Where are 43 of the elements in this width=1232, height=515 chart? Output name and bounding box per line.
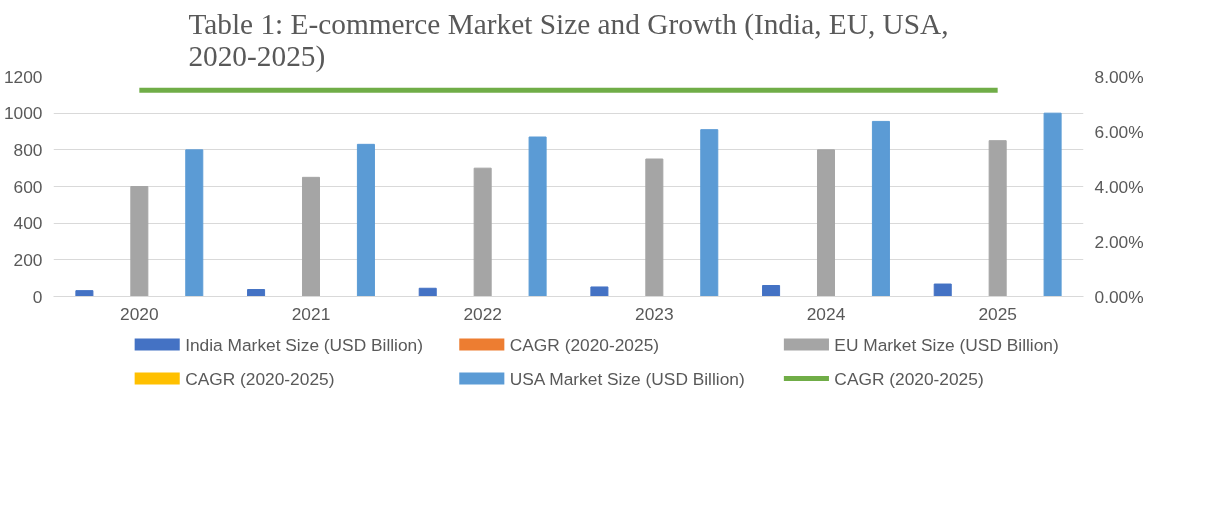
bar: [988, 140, 1007, 297]
bar: [700, 129, 719, 297]
y-tick-label: 1200: [3, 66, 43, 87]
bar: [645, 158, 664, 297]
y2-tick-label: 0.00%: [1094, 286, 1144, 307]
bar: [301, 176, 321, 297]
y2-tick-label: 6.00%: [1094, 121, 1144, 142]
x-tick-label: 2020: [120, 303, 159, 324]
legend-label: CAGR (2020-2025): [509, 334, 660, 355]
bar: [871, 120, 890, 297]
legend-label: India Market Size (USD Billion): [185, 334, 424, 355]
bar: [933, 283, 952, 297]
x-tick-label: 2021: [291, 303, 331, 324]
y-tick-label: 0: [32, 286, 43, 307]
x-tick-label: 2024: [806, 303, 846, 324]
legend-label: EU Market Size (USD Billion): [834, 334, 1059, 355]
y2-tick-label: 8.00%: [1094, 66, 1144, 87]
y-tick-label: 600: [13, 176, 43, 197]
y-tick-label: 200: [13, 249, 43, 270]
bar: [247, 289, 266, 297]
bar: [590, 286, 609, 297]
bar: [473, 167, 492, 297]
bar: [1043, 112, 1062, 297]
y-tick-label: 1000: [3, 103, 43, 124]
bar: [130, 186, 149, 297]
bar: [816, 149, 836, 297]
y2-tick-label: 2.00%: [1094, 231, 1144, 252]
y-tick-label: 800: [13, 139, 43, 160]
bar: [75, 290, 94, 297]
bar: [356, 143, 375, 297]
legend-label: CAGR (2020-2025): [185, 368, 335, 389]
y-tick-label: 400: [13, 213, 43, 234]
bar: [528, 136, 547, 297]
bar: [762, 285, 781, 297]
y2-tick-label: 4.00%: [1094, 176, 1144, 197]
x-tick-label: 2023: [635, 303, 674, 324]
x-tick-label: 2025: [978, 303, 1017, 324]
chart-title: Table 1: E-commerce Market Size and Growth (India, EU, USA, 2020-2025): [188, 7, 949, 73]
legend-label: USA Market Size (USD Billion): [509, 368, 745, 389]
bar: [185, 149, 204, 297]
legend-label: CAGR (2020-2025): [834, 368, 984, 389]
bar: [418, 287, 437, 297]
x-tick-label: 2022: [463, 303, 502, 324]
